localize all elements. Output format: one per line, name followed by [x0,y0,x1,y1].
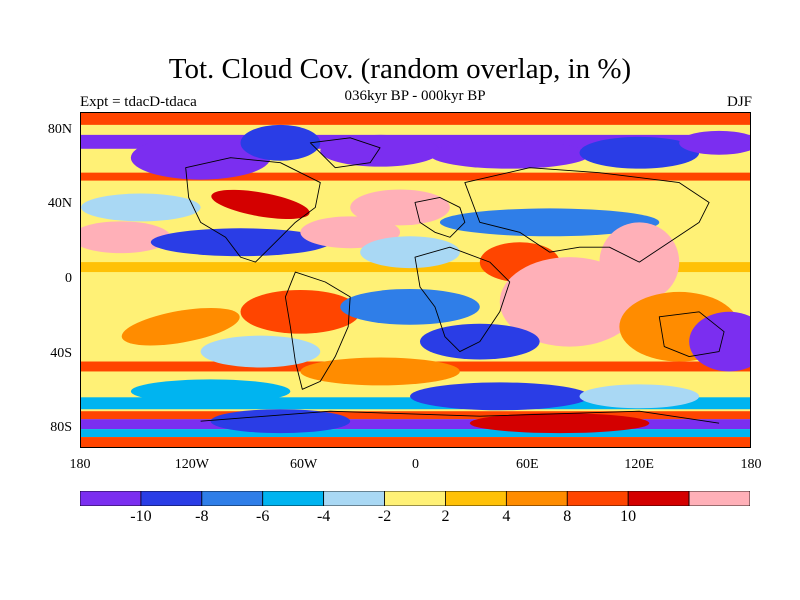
colorbar-box [384,491,446,506]
colorbar-box [80,491,142,506]
lon-tick-label: 60W [290,457,318,472]
colorbar-box [201,491,264,506]
lat-tick-label: 80N [47,121,72,137]
plot-title: Tot. Cloud Cov. (random overlap, in %) [168,53,632,85]
colorbar-label: 4 [502,508,511,525]
colorbar-label: -8 [195,508,209,525]
lat-tick-label: 80S [50,420,72,436]
colorbar [80,491,750,506]
colorbar-box [140,491,203,506]
colorbar-label: -6 [256,508,270,525]
colorbar-box [445,491,507,506]
lon-tick-label: 60E [516,457,539,472]
colorbar-box [566,491,629,506]
lon-tick-label: 0 [412,457,419,472]
cloud-cover-map [80,112,751,448]
colorbar-label: 8 [563,508,572,525]
lon-tick-label: 120E [624,457,654,472]
colorbar-label: -10 [130,508,152,525]
colorbar-label: 2 [441,508,450,525]
colorbar-label: 10 [620,508,637,525]
colorbar-box [688,491,750,506]
lat-tick-label: 40N [47,196,72,212]
lat-tick-label: 0 [65,271,72,286]
lat-tick-label: 40S [50,345,72,361]
colorbar-label: -2 [377,508,392,525]
lon-tick-label: 180 [69,457,91,472]
lon-tick-label: 120W [174,457,209,472]
colorbar-box [262,491,325,506]
experiment-label: Expt = tdacD-tdaca [80,94,197,110]
colorbar-box [627,491,690,506]
colorbar-box [505,491,568,506]
colorbar-box [323,491,385,506]
colorbar-label: -4 [316,508,331,525]
lon-tick-label: 180 [740,457,762,472]
plot-subtitle: 036kyr BP - 000kyr BP [344,88,486,104]
season-label: DJF [726,94,752,110]
